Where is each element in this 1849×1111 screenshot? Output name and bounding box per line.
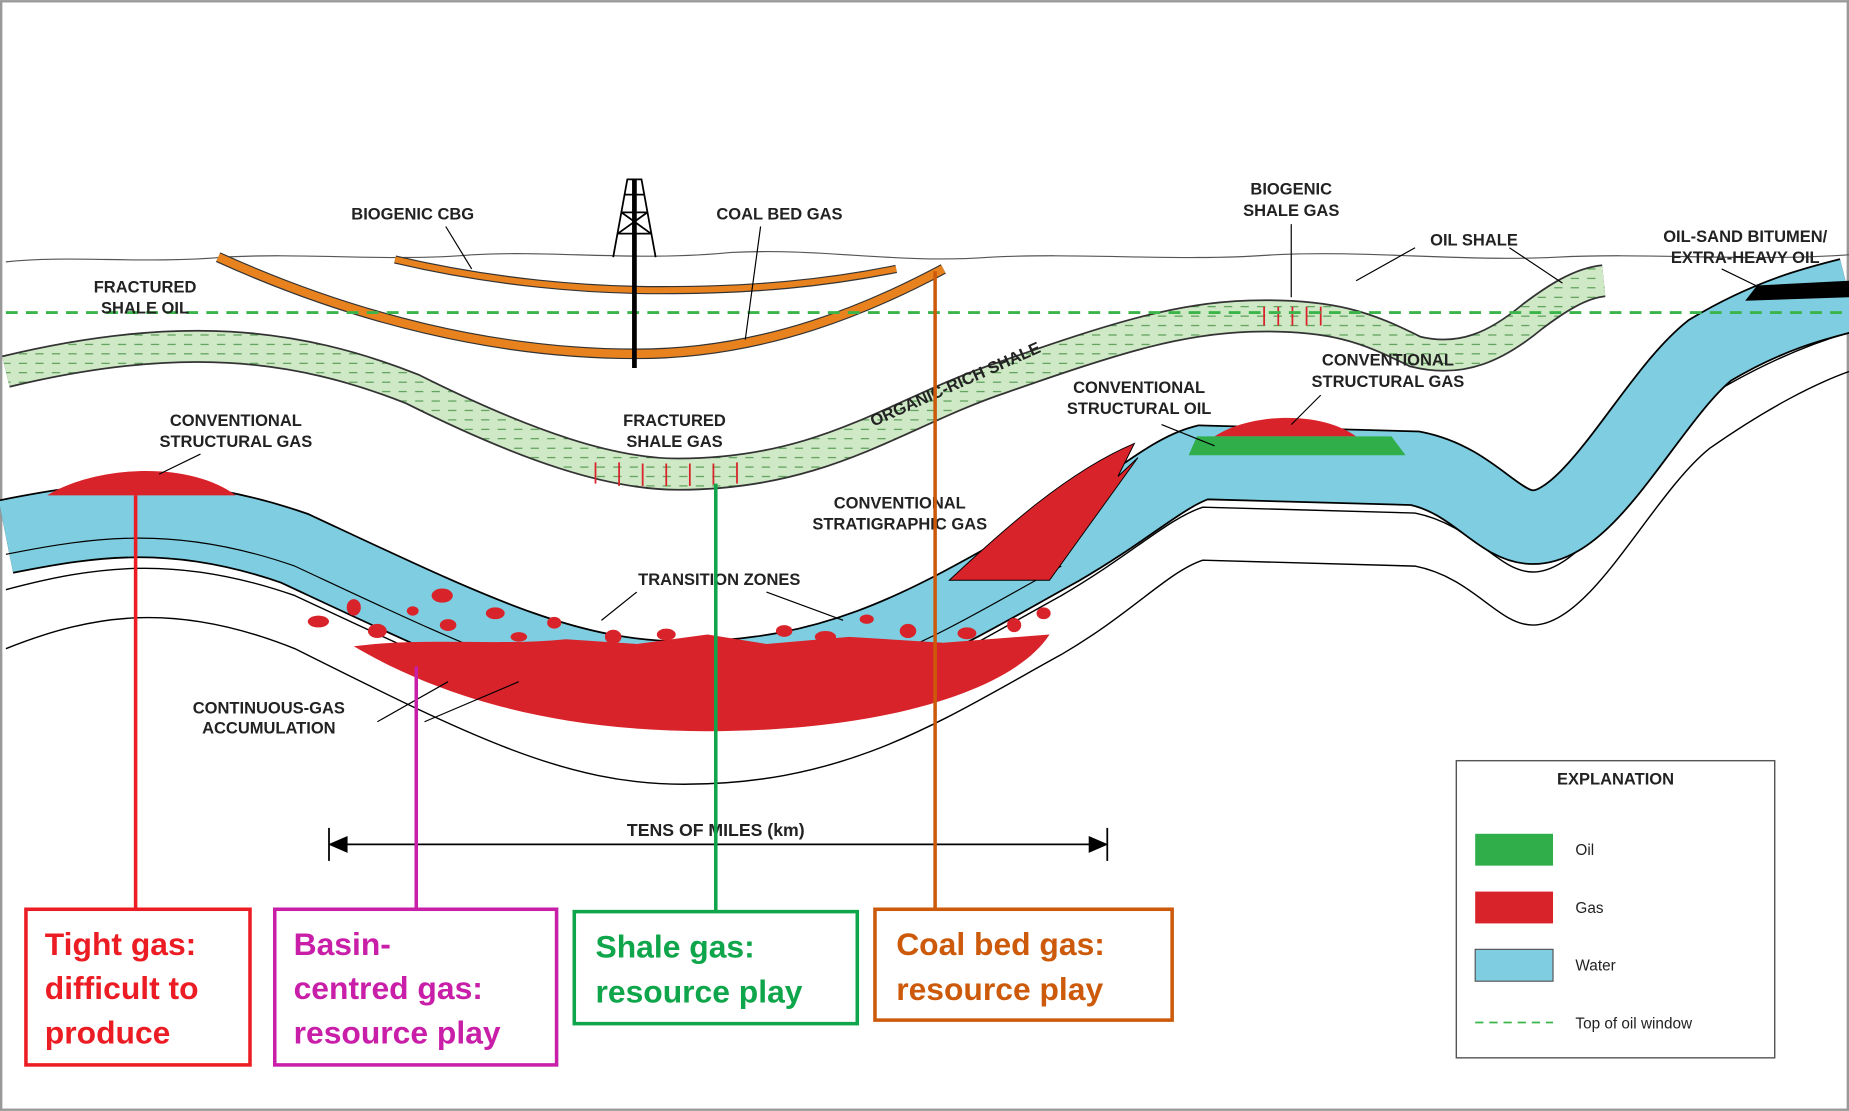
- continuous-gas: [353, 634, 1050, 732]
- label: FRACTURED: [623, 412, 726, 430]
- label: BIOGENIC: [1250, 181, 1332, 199]
- callout-text: difficult to: [45, 970, 199, 1006]
- label: SHALE OIL: [101, 300, 189, 318]
- label: SHALE GAS: [626, 433, 722, 451]
- legend-label: Water: [1575, 958, 1615, 975]
- label: STRUCTURAL GAS: [1312, 373, 1465, 391]
- label: STRUCTURAL GAS: [159, 433, 312, 451]
- surface: [5, 250, 1849, 263]
- pointer: [158, 224, 1764, 723]
- label: TRANSITION ZONES: [638, 571, 800, 589]
- legend-label: Oil: [1575, 842, 1594, 859]
- label: COAL BED GAS: [716, 205, 842, 223]
- structural-oil: [1188, 436, 1406, 456]
- callout-text: resource play: [294, 1015, 501, 1051]
- structural-gas: [47, 470, 236, 496]
- label: STRATIGRAPHIC GAS: [812, 516, 987, 534]
- label: BIOGENIC CBG: [351, 205, 474, 223]
- legend-label: Top of oil window: [1575, 1015, 1693, 1032]
- scale-bar: [327, 827, 1109, 861]
- legend-swatch: [1475, 891, 1554, 924]
- legend-swatch: [1475, 833, 1554, 866]
- legend-swatch: [1474, 948, 1554, 982]
- label: STRUCTURAL OIL: [1067, 400, 1212, 418]
- label: FRACTURED: [94, 279, 197, 297]
- callout-box: [272, 907, 559, 1067]
- drill-rig: [612, 178, 657, 369]
- callout-text: centred gas:: [294, 970, 483, 1006]
- stratigraphic-gas: [948, 442, 1139, 581]
- label: SHALE GAS: [1243, 202, 1339, 220]
- callout-text: Coal bed gas:: [896, 926, 1105, 962]
- callout-box: [873, 907, 1174, 1022]
- callout-box: [572, 909, 860, 1026]
- label: OIL SHALE: [1430, 231, 1518, 249]
- legend-title: EXPLANATION: [1557, 770, 1674, 788]
- label: ACCUMULATION: [202, 720, 336, 738]
- label: CONTINUOUS-GAS: [193, 700, 345, 718]
- callout-text: Basin-: [294, 926, 391, 962]
- callout-text: Shale gas:: [596, 929, 755, 965]
- callout-text: resource play: [896, 971, 1103, 1007]
- callout-leaders: [133, 271, 937, 912]
- structural-gas: [1214, 417, 1357, 437]
- oil-sand: [1745, 280, 1849, 301]
- fractures: [594, 306, 1322, 486]
- label: CONVENTIONAL: [1073, 379, 1205, 397]
- organic-rich-shale: [2, 266, 1606, 489]
- callout-box: [24, 907, 252, 1067]
- callout-text: produce: [45, 1015, 171, 1051]
- label: CONVENTIONAL: [834, 494, 966, 512]
- label: CONVENTIONAL: [170, 412, 302, 430]
- callout-text: Tight gas:: [45, 926, 196, 962]
- label: EXTRA-HEAVY OIL: [1671, 249, 1820, 267]
- coal-bed: [394, 256, 897, 294]
- legend-label: Gas: [1575, 900, 1603, 917]
- transition-blobs: [307, 588, 1051, 644]
- callout-text: resource play: [596, 973, 803, 1009]
- rock-layer: [5, 370, 1849, 785]
- labels: BIOGENIC CBG COAL BED GAS BIOGENIC SHALE…: [94, 181, 1828, 738]
- label: CONVENTIONAL: [1322, 352, 1454, 370]
- label: OIL-SAND BITUMEN/: [1663, 228, 1827, 246]
